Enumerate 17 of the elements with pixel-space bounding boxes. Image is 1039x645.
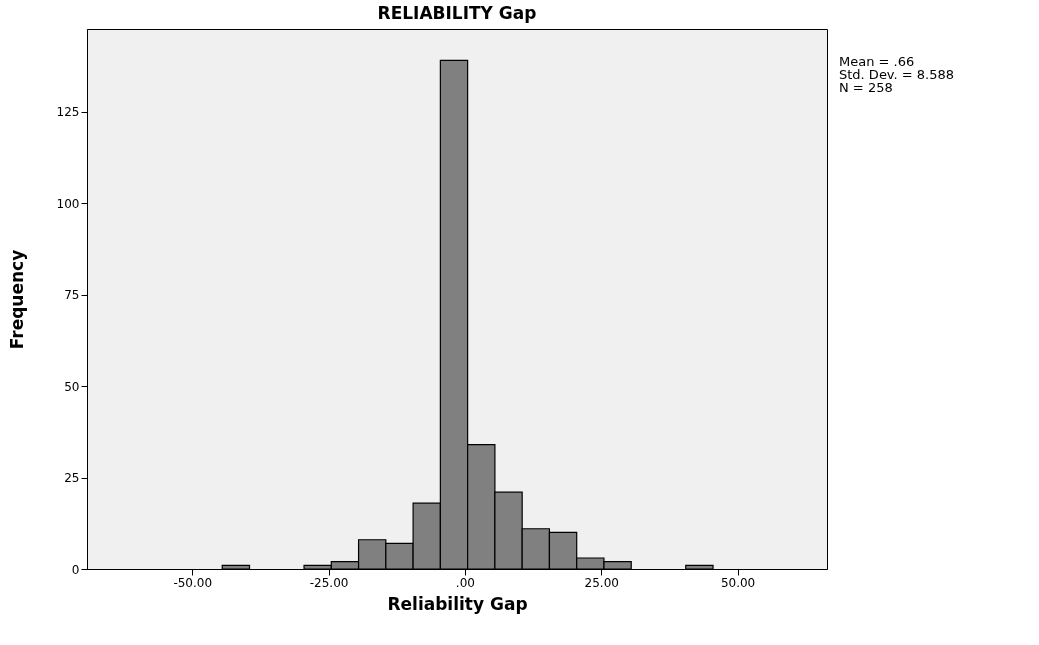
y-tick-label: 125 — [56, 105, 80, 120]
x-tick-label: -25.00 — [309, 575, 349, 590]
text: Mean = .66 — [839, 54, 915, 69]
x-tick-label: 50.00 — [720, 575, 756, 590]
y-tick-label: 50 — [64, 379, 80, 394]
y-tick-label: 0 — [71, 562, 80, 577]
x-tick-label: -50.00 — [173, 575, 213, 590]
y-tick-label: 100 — [56, 196, 80, 211]
text: Std. Dev. = 8.588 — [839, 67, 955, 82]
y-tick-label: 25 — [64, 471, 80, 486]
chart-title: RELIABILITY Gap — [377, 3, 537, 23]
text: N = 258 — [839, 80, 893, 95]
x-axis-title: Reliability Gap — [387, 593, 528, 614]
x-tick-label: 25.00 — [584, 575, 619, 590]
x-tick-label: .00 — [455, 575, 475, 590]
y-axis-title: Frequency — [6, 249, 27, 350]
y-tick-label: 75 — [64, 288, 80, 303]
